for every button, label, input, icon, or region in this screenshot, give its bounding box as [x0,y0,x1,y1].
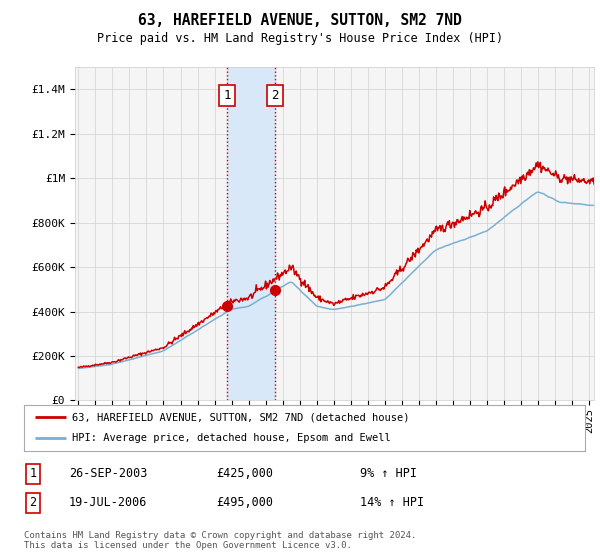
Text: 19-JUL-2006: 19-JUL-2006 [69,496,148,510]
Text: 14% ↑ HPI: 14% ↑ HPI [360,496,424,510]
Bar [227,67,275,400]
Text: £425,000: £425,000 [216,467,273,480]
Text: 2: 2 [29,496,37,510]
Text: 1: 1 [223,89,231,102]
Text: £495,000: £495,000 [216,496,273,510]
Text: HPI: Average price, detached house, Epsom and Ewell: HPI: Average price, detached house, Epso… [71,433,391,444]
Text: 1: 1 [29,467,37,480]
Text: 26-SEP-2003: 26-SEP-2003 [69,467,148,480]
Text: Price paid vs. HM Land Registry's House Price Index (HPI): Price paid vs. HM Land Registry's House … [97,32,503,45]
Text: 63, HAREFIELD AVENUE, SUTTON, SM2 7ND: 63, HAREFIELD AVENUE, SUTTON, SM2 7ND [138,13,462,29]
Text: 2: 2 [271,89,278,102]
Text: 9% ↑ HPI: 9% ↑ HPI [360,467,417,480]
Text: 63, HAREFIELD AVENUE, SUTTON, SM2 7ND (detached house): 63, HAREFIELD AVENUE, SUTTON, SM2 7ND (d… [71,412,409,422]
Text: Contains HM Land Registry data © Crown copyright and database right 2024.
This d: Contains HM Land Registry data © Crown c… [24,531,416,550]
